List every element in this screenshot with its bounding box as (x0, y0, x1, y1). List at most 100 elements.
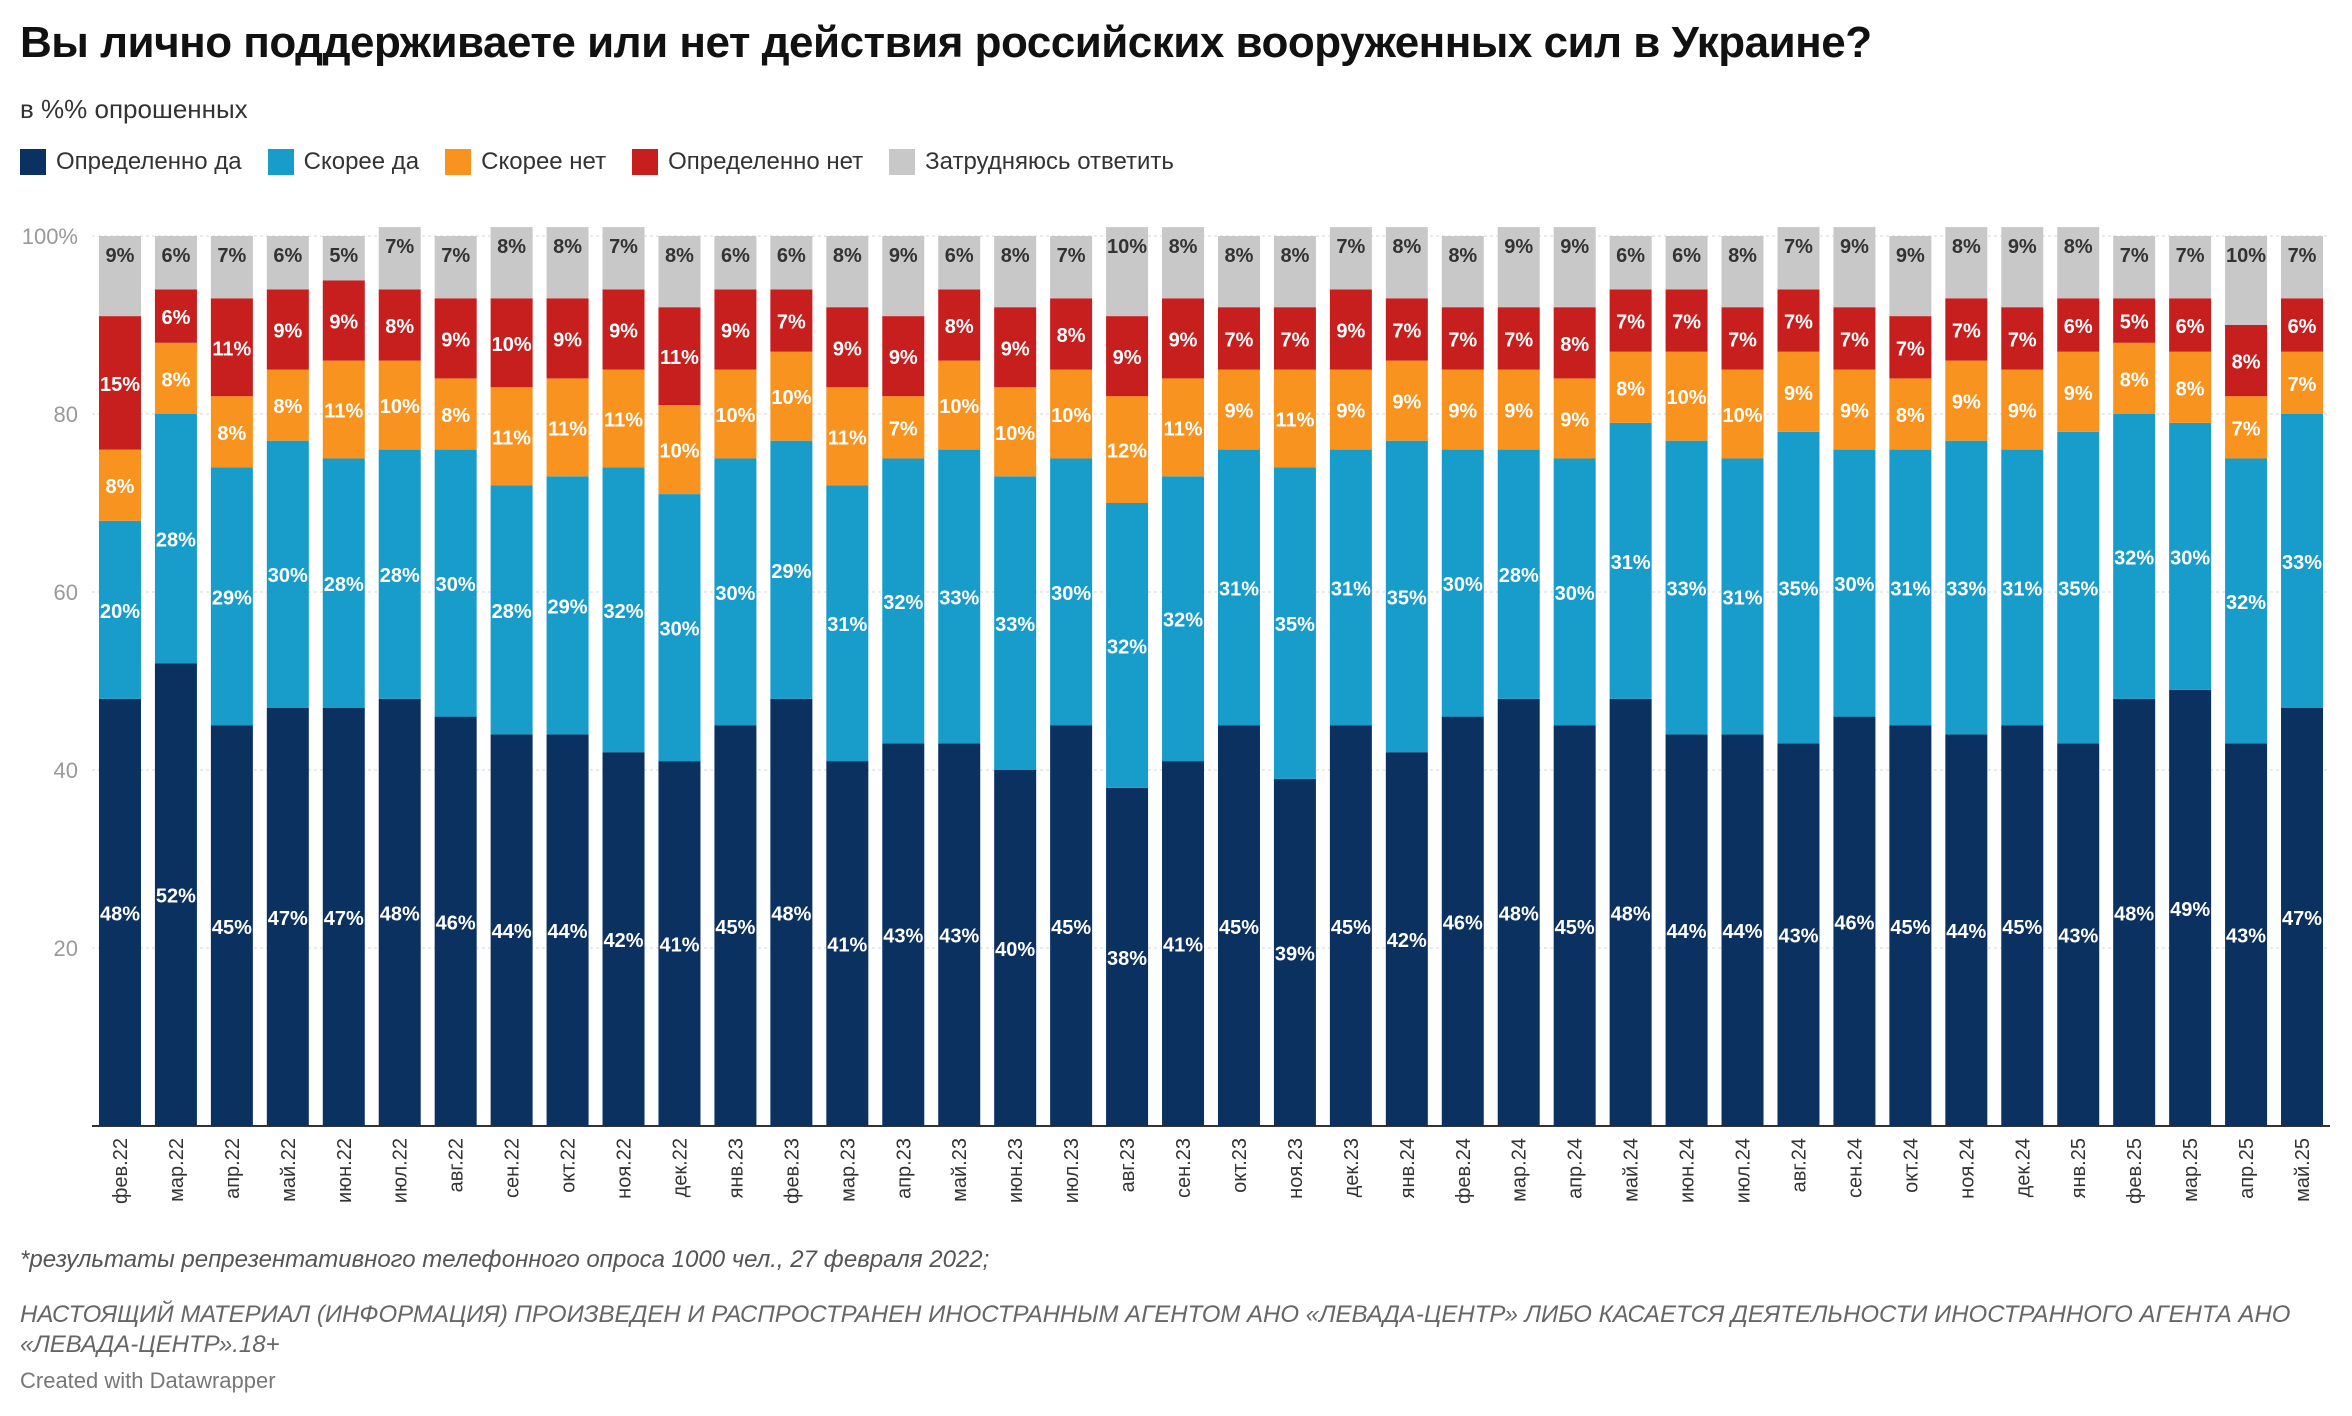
bar-segment (826, 307, 869, 388)
bar-value-label: 8% (1225, 245, 1254, 267)
bar-value-label: 28% (324, 574, 364, 596)
legend-item-definitely-no: Определенно нет (632, 148, 863, 176)
bar-segment (1553, 307, 1596, 379)
x-tick-label: июл.22 (390, 1138, 412, 1203)
bar-value-label: 9% (1001, 338, 1030, 360)
bar-value-label: 11% (212, 338, 251, 360)
bar-segment (490, 485, 533, 735)
bar-value-label: 7% (441, 245, 470, 267)
bar-value-label: 35% (2058, 579, 2098, 601)
bar-value-label: 9% (441, 329, 470, 351)
bar-value-label: 29% (548, 596, 588, 618)
bar-value-label: 5% (329, 245, 358, 267)
legend-label: Определенно да (56, 148, 242, 175)
bar-value-label: 30% (1443, 574, 1483, 596)
bar-value-label: 8% (161, 369, 190, 391)
y-tick-label: 40 (54, 758, 78, 783)
bar-segment (98, 449, 141, 521)
bar-segment (1721, 369, 1764, 459)
bar-segment (2001, 227, 2044, 308)
bar-value-label: 35% (1778, 579, 1818, 601)
bar-value-label: 30% (268, 565, 308, 587)
bar-segment (1329, 369, 1372, 450)
bar-segment (1609, 351, 1652, 423)
footnote: *результаты репрезентативного телефонног… (20, 1246, 990, 1273)
bar-segment (1106, 316, 1149, 397)
bar-value-label: 10% (380, 396, 420, 418)
legend-label: Определенно нет (668, 148, 864, 175)
bar-value-label: 7% (889, 418, 918, 440)
bar-segment (602, 227, 645, 290)
legend-swatch (632, 149, 659, 175)
bar-segment (98, 316, 141, 450)
x-tick-label: апр.24 (1565, 1138, 1587, 1199)
bar-segment (658, 236, 701, 308)
bar-segment (98, 236, 141, 317)
bar-segment (1609, 289, 1652, 352)
bar-value-label: 31% (827, 614, 867, 636)
bar-value-label: 6% (721, 245, 750, 267)
bar-segment (266, 369, 309, 441)
bar-segment (1217, 369, 1260, 450)
bar-segment (1665, 289, 1708, 352)
bar-value-label: 9% (553, 329, 582, 351)
bar-value-label: 48% (100, 903, 140, 925)
bar-value-label: 30% (1834, 574, 1874, 596)
bar-segment (770, 289, 813, 352)
bar-value-label: 7% (1616, 312, 1645, 334)
x-tick-label: мар.24 (1509, 1138, 1531, 1202)
bar-value-label: 8% (1057, 325, 1086, 347)
bar-value-label: 7% (2120, 245, 2149, 267)
bar-segment (154, 414, 197, 664)
y-tick-label: 80 (54, 402, 78, 427)
bar-segment (770, 236, 813, 290)
bar-segment (994, 236, 1037, 308)
y-tick-label: 100% (22, 224, 78, 249)
bar-value-label: 45% (1219, 917, 1259, 939)
bar-segment (210, 396, 253, 468)
bar-segment (994, 770, 1037, 1126)
bar-value-label: 8% (945, 316, 974, 338)
bar-value-label: 8% (833, 245, 862, 267)
bar-segment (602, 369, 645, 468)
bar-segment (1721, 307, 1764, 370)
bar-segment (1385, 752, 1428, 1126)
bar-value-label: 6% (161, 307, 190, 329)
bar-value-label: 45% (715, 917, 755, 939)
bar-value-label: 8% (106, 476, 135, 498)
bar-segment (658, 307, 701, 406)
bar-segment (714, 289, 757, 370)
x-tick-label: мар.22 (166, 1138, 188, 1202)
bar-segment (1777, 351, 1820, 432)
bar-segment (2001, 449, 2044, 726)
bar-value-label: 11% (1164, 418, 1203, 440)
bar-segment (1833, 307, 1876, 370)
bar-value-label: 8% (273, 396, 302, 418)
bar-segment (1441, 369, 1484, 450)
bar-segment (490, 298, 533, 388)
y-tick-label: 60 (54, 580, 78, 605)
bar-value-label: 11% (828, 427, 867, 449)
bar-value-label: 11% (1275, 409, 1314, 431)
bar-segment (1162, 761, 1205, 1126)
bar-value-label: 9% (1336, 320, 1365, 342)
bar-segment (1553, 458, 1596, 726)
bar-value-label: 11% (324, 401, 363, 423)
bar-segment (322, 707, 365, 1126)
bar-value-label: 7% (1728, 329, 1757, 351)
bar-segment (2225, 458, 2268, 744)
x-tick-label: янв.25 (2068, 1138, 2090, 1198)
bar-segment (2169, 236, 2212, 299)
bar-segment (1162, 378, 1205, 477)
bar-segment (658, 494, 701, 762)
bar-value-label: 7% (1280, 329, 1309, 351)
bar-value-label: 9% (1840, 236, 1869, 258)
bar-value-label: 9% (106, 245, 135, 267)
bar-segment (882, 316, 925, 397)
bar-value-label: 45% (2002, 917, 2042, 939)
bar-value-label: 31% (2002, 579, 2042, 601)
bar-value-label: 5% (2120, 312, 2149, 334)
bar-segment (1889, 378, 1932, 450)
bar-value-label: 33% (2282, 552, 2322, 574)
bar-value-label: 11% (604, 409, 643, 431)
